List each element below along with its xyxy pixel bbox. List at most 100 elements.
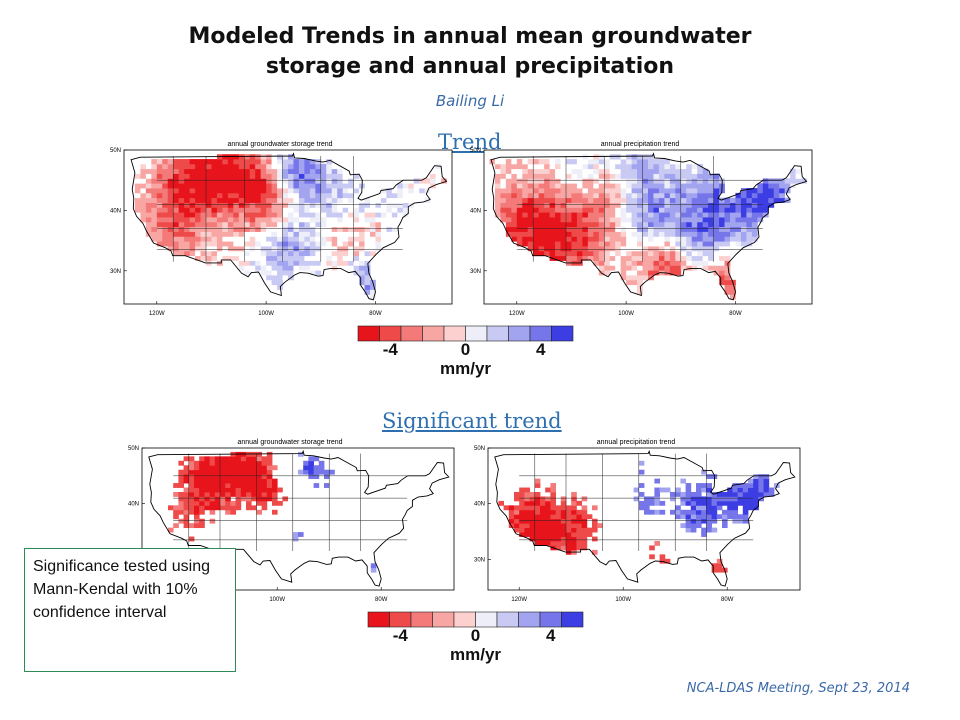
grid-cell [326,250,333,257]
grid-cell [609,197,616,203]
grid-cell [615,159,622,165]
grid-cell [249,207,256,213]
grid-cell [500,192,507,199]
grid-cell [685,523,692,529]
grid-cell [233,226,240,232]
grid-cell [626,265,632,271]
grid-cell [391,236,398,242]
significance-note: Significance tested using Mann-Kendal wi… [24,548,236,672]
grid-cell [702,192,709,199]
grid-cell [227,159,234,165]
section-label-significant-trend[interactable]: Significant trend [382,409,562,433]
grid-cell [288,188,294,194]
grid-cell [145,163,152,170]
grid-cell [538,192,545,199]
grid-cell [675,168,682,174]
grid-cell [631,236,638,242]
grid-cell [320,192,327,199]
grid-cell [353,226,360,232]
grid-cell [233,202,240,208]
grid-cell [631,197,638,203]
grid-cell [413,183,420,189]
grid-cell [256,478,262,484]
grid-cell [151,231,158,237]
grid-cell [220,483,226,488]
grid-cell [266,487,273,493]
grid-cell [609,265,616,271]
grid-cell [293,188,300,194]
grid-cell [649,496,655,502]
grid-cell [364,265,371,271]
grid-cell [256,496,262,502]
grid-cell [555,173,561,179]
grid-cell [690,500,697,506]
map-cells [498,460,780,573]
grid-cell [702,188,709,194]
grid-cell [664,173,671,179]
grid-cell [288,183,294,189]
grid-cell [424,183,431,189]
grid-cell [576,250,583,257]
grid-cell [669,178,676,184]
grid-cell [566,163,572,170]
grid-cell [748,487,754,493]
grid-cell [266,173,272,179]
grid-cell [753,478,759,484]
grid-cell [320,255,327,261]
grid-cell [544,231,550,237]
grid-cell [713,250,720,257]
grid-cell [708,178,714,184]
grid-cell [544,163,550,170]
grid-cell [298,469,304,475]
grid-cell [724,207,731,213]
grid-cell [620,246,627,252]
grid-cell [134,192,141,199]
grid-cell [560,221,567,228]
grid-cell [364,279,371,286]
grid-cell [529,536,536,542]
grid-cell [697,212,704,218]
colorbar-swatch [475,611,498,628]
grid-cell [555,514,562,520]
grid-cell [162,202,169,208]
grid-cell [527,168,534,174]
lon-label: 120W [509,311,525,317]
grid-cell [380,221,387,228]
grid-cell [779,178,786,184]
grid-cell [145,197,152,203]
grid-cell [675,250,682,257]
grid-cell [204,465,210,471]
grid-cell [514,527,520,533]
grid-cell [211,159,218,165]
grid-cell [664,207,671,213]
grid-cell [353,202,360,208]
grid-cell [326,173,333,179]
grid-cell [544,217,550,223]
grid-cell [737,500,744,506]
grid-cell [227,163,234,170]
grid-cell [762,202,769,208]
grid-cell [508,505,515,511]
grid-cell [320,226,327,232]
grid-cell [620,217,627,223]
grid-cell [566,236,572,242]
grid-cell [500,197,507,203]
grid-cell [751,197,758,203]
grid-cell [587,197,594,203]
grid-cell [516,202,523,208]
grid-cell [658,173,665,179]
grid-cell [315,212,322,218]
colorbar-swatch [496,611,519,628]
grid-cell [544,192,550,199]
grid-cell [337,178,344,184]
grid-cell [691,226,698,232]
grid-cell [576,527,582,533]
grid-cell [549,202,556,208]
grid-cell [266,483,273,488]
grid-cell [648,183,654,189]
grid-cell [730,207,736,213]
colorbar-swatch [422,325,445,342]
grid-cell [233,250,240,257]
lon-label: 100W [615,597,631,603]
grid-cell [282,159,289,165]
